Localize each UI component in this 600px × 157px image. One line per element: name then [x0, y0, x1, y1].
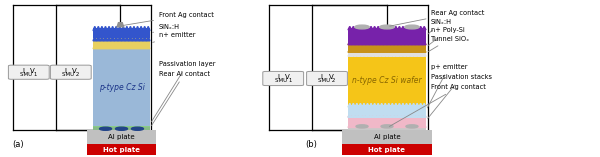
Text: SMU 2: SMU 2 [319, 78, 335, 83]
Polygon shape [116, 22, 125, 27]
Text: V: V [284, 74, 289, 80]
Text: n+ emitter: n+ emitter [152, 32, 196, 42]
Polygon shape [93, 46, 150, 49]
Bar [342, 130, 432, 144]
FancyBboxPatch shape [307, 71, 347, 86]
Polygon shape [348, 114, 426, 117]
Text: Al plate: Al plate [374, 134, 400, 140]
Bar [342, 144, 432, 155]
Bar [348, 126, 426, 130]
Text: Rear Ag contact: Rear Ag contact [390, 10, 484, 26]
Bar [348, 28, 426, 43]
Circle shape [380, 25, 394, 29]
Text: Front Ag contact: Front Ag contact [389, 84, 485, 126]
Polygon shape [348, 124, 426, 127]
Bar [93, 126, 150, 127]
Bar [348, 43, 426, 51]
Text: Rear Al contact: Rear Al contact [151, 71, 210, 126]
Text: SMU 2: SMU 2 [62, 72, 79, 77]
Text: I: I [277, 74, 279, 80]
Circle shape [356, 125, 368, 128]
Circle shape [405, 25, 419, 29]
Circle shape [355, 25, 369, 29]
Text: (b): (b) [305, 140, 317, 149]
Text: Al plate: Al plate [108, 134, 135, 140]
Polygon shape [348, 103, 426, 107]
Polygon shape [348, 26, 426, 30]
Bar [87, 130, 156, 144]
Circle shape [381, 125, 393, 128]
Text: Front Ag contact: Front Ag contact [123, 12, 214, 25]
Polygon shape [93, 26, 150, 31]
Circle shape [131, 127, 143, 130]
Text: V: V [72, 68, 77, 74]
Polygon shape [348, 114, 426, 117]
Bar [93, 38, 150, 48]
Text: (a): (a) [12, 140, 23, 149]
Text: n-type Cz Si wafer: n-type Cz Si wafer [352, 76, 422, 85]
Bar [93, 126, 150, 130]
Circle shape [406, 125, 418, 128]
Polygon shape [348, 49, 426, 52]
Text: Hot plate: Hot plate [103, 147, 140, 153]
Text: SMU 1: SMU 1 [20, 72, 37, 77]
Text: I: I [23, 68, 25, 74]
Bar [348, 115, 426, 126]
Text: SiNₓ:H: SiNₓ:H [152, 24, 180, 32]
Bar [348, 51, 426, 55]
Bar [93, 48, 150, 126]
Polygon shape [348, 53, 426, 56]
Polygon shape [348, 49, 426, 52]
Text: n+ Poly-Si: n+ Poly-Si [428, 27, 464, 45]
Circle shape [100, 127, 112, 130]
Text: Hot plate: Hot plate [368, 147, 406, 153]
Polygon shape [93, 37, 150, 41]
Text: SiNₓ:H: SiNₓ:H [428, 19, 452, 34]
Text: I: I [65, 68, 67, 74]
Bar [93, 28, 150, 38]
Text: V: V [328, 74, 333, 80]
Text: Passivation layer: Passivation layer [151, 61, 215, 122]
Text: p+ emitter: p+ emitter [427, 64, 467, 108]
Text: SMU 1: SMU 1 [275, 78, 292, 83]
Bar [348, 105, 426, 115]
Bar [87, 144, 156, 155]
Polygon shape [348, 41, 426, 45]
Polygon shape [348, 41, 426, 45]
FancyBboxPatch shape [50, 65, 91, 79]
Text: p-type Cz Si: p-type Cz Si [98, 83, 145, 92]
Bar [348, 55, 426, 105]
Text: Passivation stacks: Passivation stacks [428, 74, 492, 118]
Text: V: V [30, 68, 35, 74]
FancyBboxPatch shape [8, 65, 49, 79]
Circle shape [115, 127, 128, 130]
Text: I: I [321, 74, 323, 80]
FancyBboxPatch shape [263, 71, 304, 86]
Text: Tunnel SiOₓ: Tunnel SiOₓ [428, 36, 469, 52]
